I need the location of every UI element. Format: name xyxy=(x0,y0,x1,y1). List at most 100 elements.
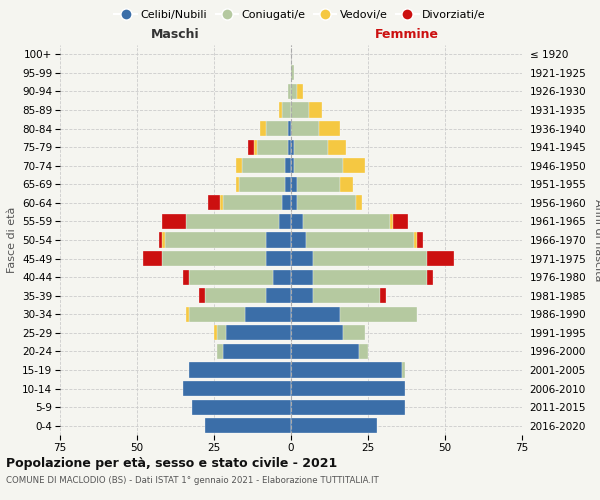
Bar xyxy=(291,102,310,118)
Text: Maschi: Maschi xyxy=(151,28,200,42)
Bar xyxy=(199,288,205,304)
Bar xyxy=(223,344,291,359)
Bar xyxy=(257,140,288,155)
Bar xyxy=(282,102,291,118)
Legend: Celibi/Nubili, Coniugati/e, Vedovi/e, Divorziati/e: Celibi/Nubili, Coniugati/e, Vedovi/e, Di… xyxy=(110,6,490,25)
Bar xyxy=(343,158,365,174)
Bar xyxy=(291,140,294,155)
Bar xyxy=(236,158,242,174)
Bar xyxy=(402,362,405,378)
Bar xyxy=(291,344,359,359)
Bar xyxy=(343,325,365,340)
Bar xyxy=(291,362,402,378)
Bar xyxy=(248,140,254,155)
Bar xyxy=(161,251,266,266)
Bar xyxy=(389,214,392,229)
Bar xyxy=(254,140,257,155)
Bar xyxy=(205,418,291,434)
Bar xyxy=(313,270,427,285)
Text: Popolazione per età, sesso e stato civile - 2021: Popolazione per età, sesso e stato civil… xyxy=(6,458,337,470)
Bar xyxy=(417,232,424,248)
Bar xyxy=(278,214,291,229)
Bar xyxy=(278,102,282,118)
Bar xyxy=(304,214,389,229)
Bar xyxy=(291,381,405,396)
Bar xyxy=(291,65,294,80)
Y-axis label: Fasce di età: Fasce di età xyxy=(7,207,17,273)
Bar xyxy=(266,251,291,266)
Bar xyxy=(340,176,353,192)
Bar xyxy=(236,176,239,192)
Bar xyxy=(285,176,291,192)
Bar xyxy=(291,195,297,210)
Bar xyxy=(291,176,297,192)
Bar xyxy=(282,195,291,210)
Bar xyxy=(297,176,340,192)
Bar xyxy=(291,325,343,340)
Bar xyxy=(285,158,291,174)
Bar xyxy=(307,232,414,248)
Bar xyxy=(208,195,220,210)
Bar xyxy=(328,140,346,155)
Bar xyxy=(226,325,291,340)
Bar xyxy=(214,325,217,340)
Bar xyxy=(359,344,368,359)
Bar xyxy=(288,121,291,136)
Bar xyxy=(239,176,285,192)
Bar xyxy=(291,232,307,248)
Bar xyxy=(294,158,343,174)
Bar xyxy=(288,140,291,155)
Bar xyxy=(161,232,165,248)
Bar xyxy=(291,418,377,434)
Bar xyxy=(414,232,417,248)
Bar xyxy=(266,121,288,136)
Bar xyxy=(186,306,190,322)
Bar xyxy=(291,84,297,99)
Bar xyxy=(291,251,313,266)
Bar xyxy=(266,232,291,248)
Bar xyxy=(190,362,291,378)
Bar xyxy=(165,232,266,248)
Bar xyxy=(158,232,161,248)
Bar xyxy=(313,288,380,304)
Bar xyxy=(291,270,313,285)
Bar xyxy=(380,288,386,304)
Bar xyxy=(193,400,291,415)
Bar xyxy=(220,195,223,210)
Bar xyxy=(313,251,427,266)
Bar xyxy=(183,381,291,396)
Bar xyxy=(217,325,226,340)
Bar xyxy=(310,102,322,118)
Bar xyxy=(242,158,285,174)
Bar xyxy=(340,306,417,322)
Bar xyxy=(297,84,304,99)
Bar xyxy=(223,195,282,210)
Bar xyxy=(392,214,408,229)
Bar xyxy=(294,140,328,155)
Bar xyxy=(217,344,223,359)
Bar xyxy=(205,288,266,304)
Bar xyxy=(291,288,313,304)
Bar xyxy=(291,400,405,415)
Bar xyxy=(291,158,294,174)
Bar xyxy=(266,288,291,304)
Bar xyxy=(190,270,272,285)
Bar xyxy=(319,121,340,136)
Bar xyxy=(143,251,161,266)
Bar xyxy=(297,195,356,210)
Bar xyxy=(245,306,291,322)
Bar xyxy=(291,214,304,229)
Bar xyxy=(356,195,362,210)
Y-axis label: Anni di nascita: Anni di nascita xyxy=(593,198,600,281)
Bar xyxy=(272,270,291,285)
Bar xyxy=(427,270,433,285)
Bar xyxy=(183,270,190,285)
Bar xyxy=(161,214,186,229)
Bar xyxy=(186,214,278,229)
Bar xyxy=(288,84,291,99)
Bar xyxy=(291,306,340,322)
Bar xyxy=(190,306,245,322)
Bar xyxy=(427,251,454,266)
Bar xyxy=(291,121,319,136)
Bar xyxy=(260,121,266,136)
